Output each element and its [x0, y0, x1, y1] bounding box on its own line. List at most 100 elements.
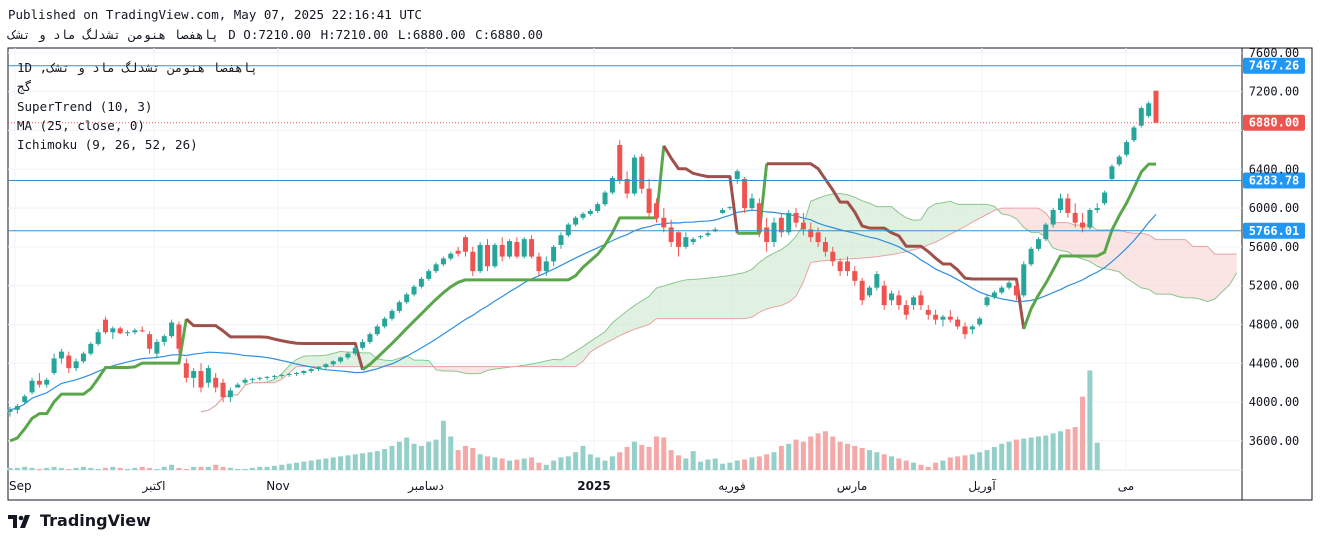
volume-bar — [470, 448, 476, 470]
supertrend-up-line — [9, 318, 188, 443]
volume-bar — [125, 468, 131, 470]
candle-body — [822, 242, 828, 252]
volume-bar — [88, 467, 94, 470]
candle-body — [154, 341, 160, 354]
candle-body — [918, 295, 924, 306]
volume-bar — [44, 467, 50, 470]
volume-bar — [382, 449, 388, 470]
level-label: 5766.01 — [1249, 224, 1300, 238]
candle-body — [690, 239, 696, 243]
low-value: L:6880.00 — [397, 27, 466, 42]
volume-bar — [984, 450, 990, 470]
volume-bar — [617, 452, 623, 470]
volume-bar — [896, 458, 902, 470]
volume-bar — [271, 465, 277, 470]
candle-body — [514, 242, 520, 257]
volume-bar — [1065, 429, 1071, 470]
candle-body — [551, 246, 557, 262]
volume-bar — [169, 464, 175, 470]
candle-body — [345, 353, 351, 358]
tradingview-brand[interactable]: TradingView — [8, 511, 151, 530]
candle-body — [323, 364, 329, 368]
candle-body — [742, 178, 748, 209]
ichimoku-cloud-segment — [362, 352, 370, 367]
volume-bar — [911, 462, 917, 470]
ichimoku-cloud-segment — [406, 355, 415, 367]
volume-bar — [66, 468, 72, 470]
volume-bar — [132, 467, 138, 470]
y-axis-tick-label: 6000.00 — [1249, 201, 1300, 215]
legend-supertrend[interactable]: SuperTrend (10, 3) — [17, 99, 153, 114]
last-price-label: 6880.00 — [1249, 116, 1300, 130]
volume-bar — [1094, 442, 1100, 470]
volume-bar — [969, 454, 975, 470]
candle-body — [676, 232, 681, 247]
volume-bar — [117, 467, 123, 470]
ichimoku-cloud-segment — [443, 366, 451, 372]
candle-body — [44, 379, 50, 385]
volume-bar — [889, 456, 895, 470]
ichimoku-cloud-segment — [311, 355, 319, 367]
volume-bar — [720, 463, 726, 470]
candle-body — [1013, 285, 1019, 296]
ichimoku-cloud-segment — [450, 366, 459, 372]
volume-bar — [389, 445, 395, 470]
volume-bar — [837, 441, 843, 470]
candle-body — [933, 314, 939, 320]
volume-bar — [73, 467, 79, 470]
candle-body — [815, 232, 821, 243]
ichimoku-cloud-segment — [1133, 233, 1142, 288]
volume-bar — [110, 466, 116, 470]
volume-bar — [668, 450, 674, 470]
volume-bar — [734, 460, 740, 470]
candle-body — [1087, 210, 1093, 228]
candle-body — [117, 328, 123, 334]
volume-bar — [749, 457, 755, 470]
ichimoku-cloud-segment — [744, 269, 752, 319]
ichimoku-cloud-segment — [759, 257, 767, 313]
candle-body — [536, 256, 542, 272]
volume-bar — [22, 466, 28, 470]
ichimoku-cloud-segment — [480, 366, 488, 374]
legend-ma[interactable]: MA (25, close, 0) — [17, 118, 145, 133]
volume-bar — [352, 454, 358, 470]
ichimoku-cloud-segment — [1222, 254, 1230, 292]
ichimoku-cloud-segment — [465, 366, 473, 374]
candle-body — [999, 287, 1005, 293]
ichimoku-cloud-segment — [472, 366, 481, 374]
candle-body — [962, 326, 968, 335]
candle-body — [249, 378, 255, 380]
ichimoku-span-b — [200, 207, 1237, 413]
volume-bar — [338, 456, 344, 470]
candle-body — [198, 371, 204, 388]
candle-body — [661, 217, 667, 228]
candle-body — [911, 297, 917, 306]
volume-bar — [345, 455, 351, 470]
volume-bar — [595, 457, 601, 470]
ichimoku-cloud-segment — [1207, 246, 1215, 302]
candle-body — [764, 227, 770, 243]
legend-ichimoku[interactable]: Ichimoku (9, 26, 52, 26) — [17, 137, 198, 152]
supertrend-down-line — [766, 162, 1026, 330]
volume-bar — [220, 466, 226, 470]
level-label-box — [1243, 222, 1305, 239]
ichimoku-cloud-segment — [1060, 222, 1068, 252]
volume-bar — [793, 439, 799, 470]
candle-body — [271, 375, 277, 377]
volume-bar — [624, 446, 630, 470]
candle-body — [852, 271, 858, 281]
ichimoku-cloud-segment — [377, 358, 385, 367]
ichimoku-cloud-segment — [318, 355, 326, 367]
volume-bar — [367, 452, 373, 470]
volume-bar — [925, 466, 931, 470]
volume-bar — [653, 436, 659, 470]
candle-body — [837, 261, 843, 272]
candle-body — [565, 224, 571, 236]
candle-body — [800, 222, 806, 230]
candle-body — [58, 351, 64, 359]
candle-body — [955, 319, 961, 327]
candle-body — [793, 212, 799, 223]
candle-body — [609, 177, 615, 193]
candle-body — [183, 363, 189, 378]
